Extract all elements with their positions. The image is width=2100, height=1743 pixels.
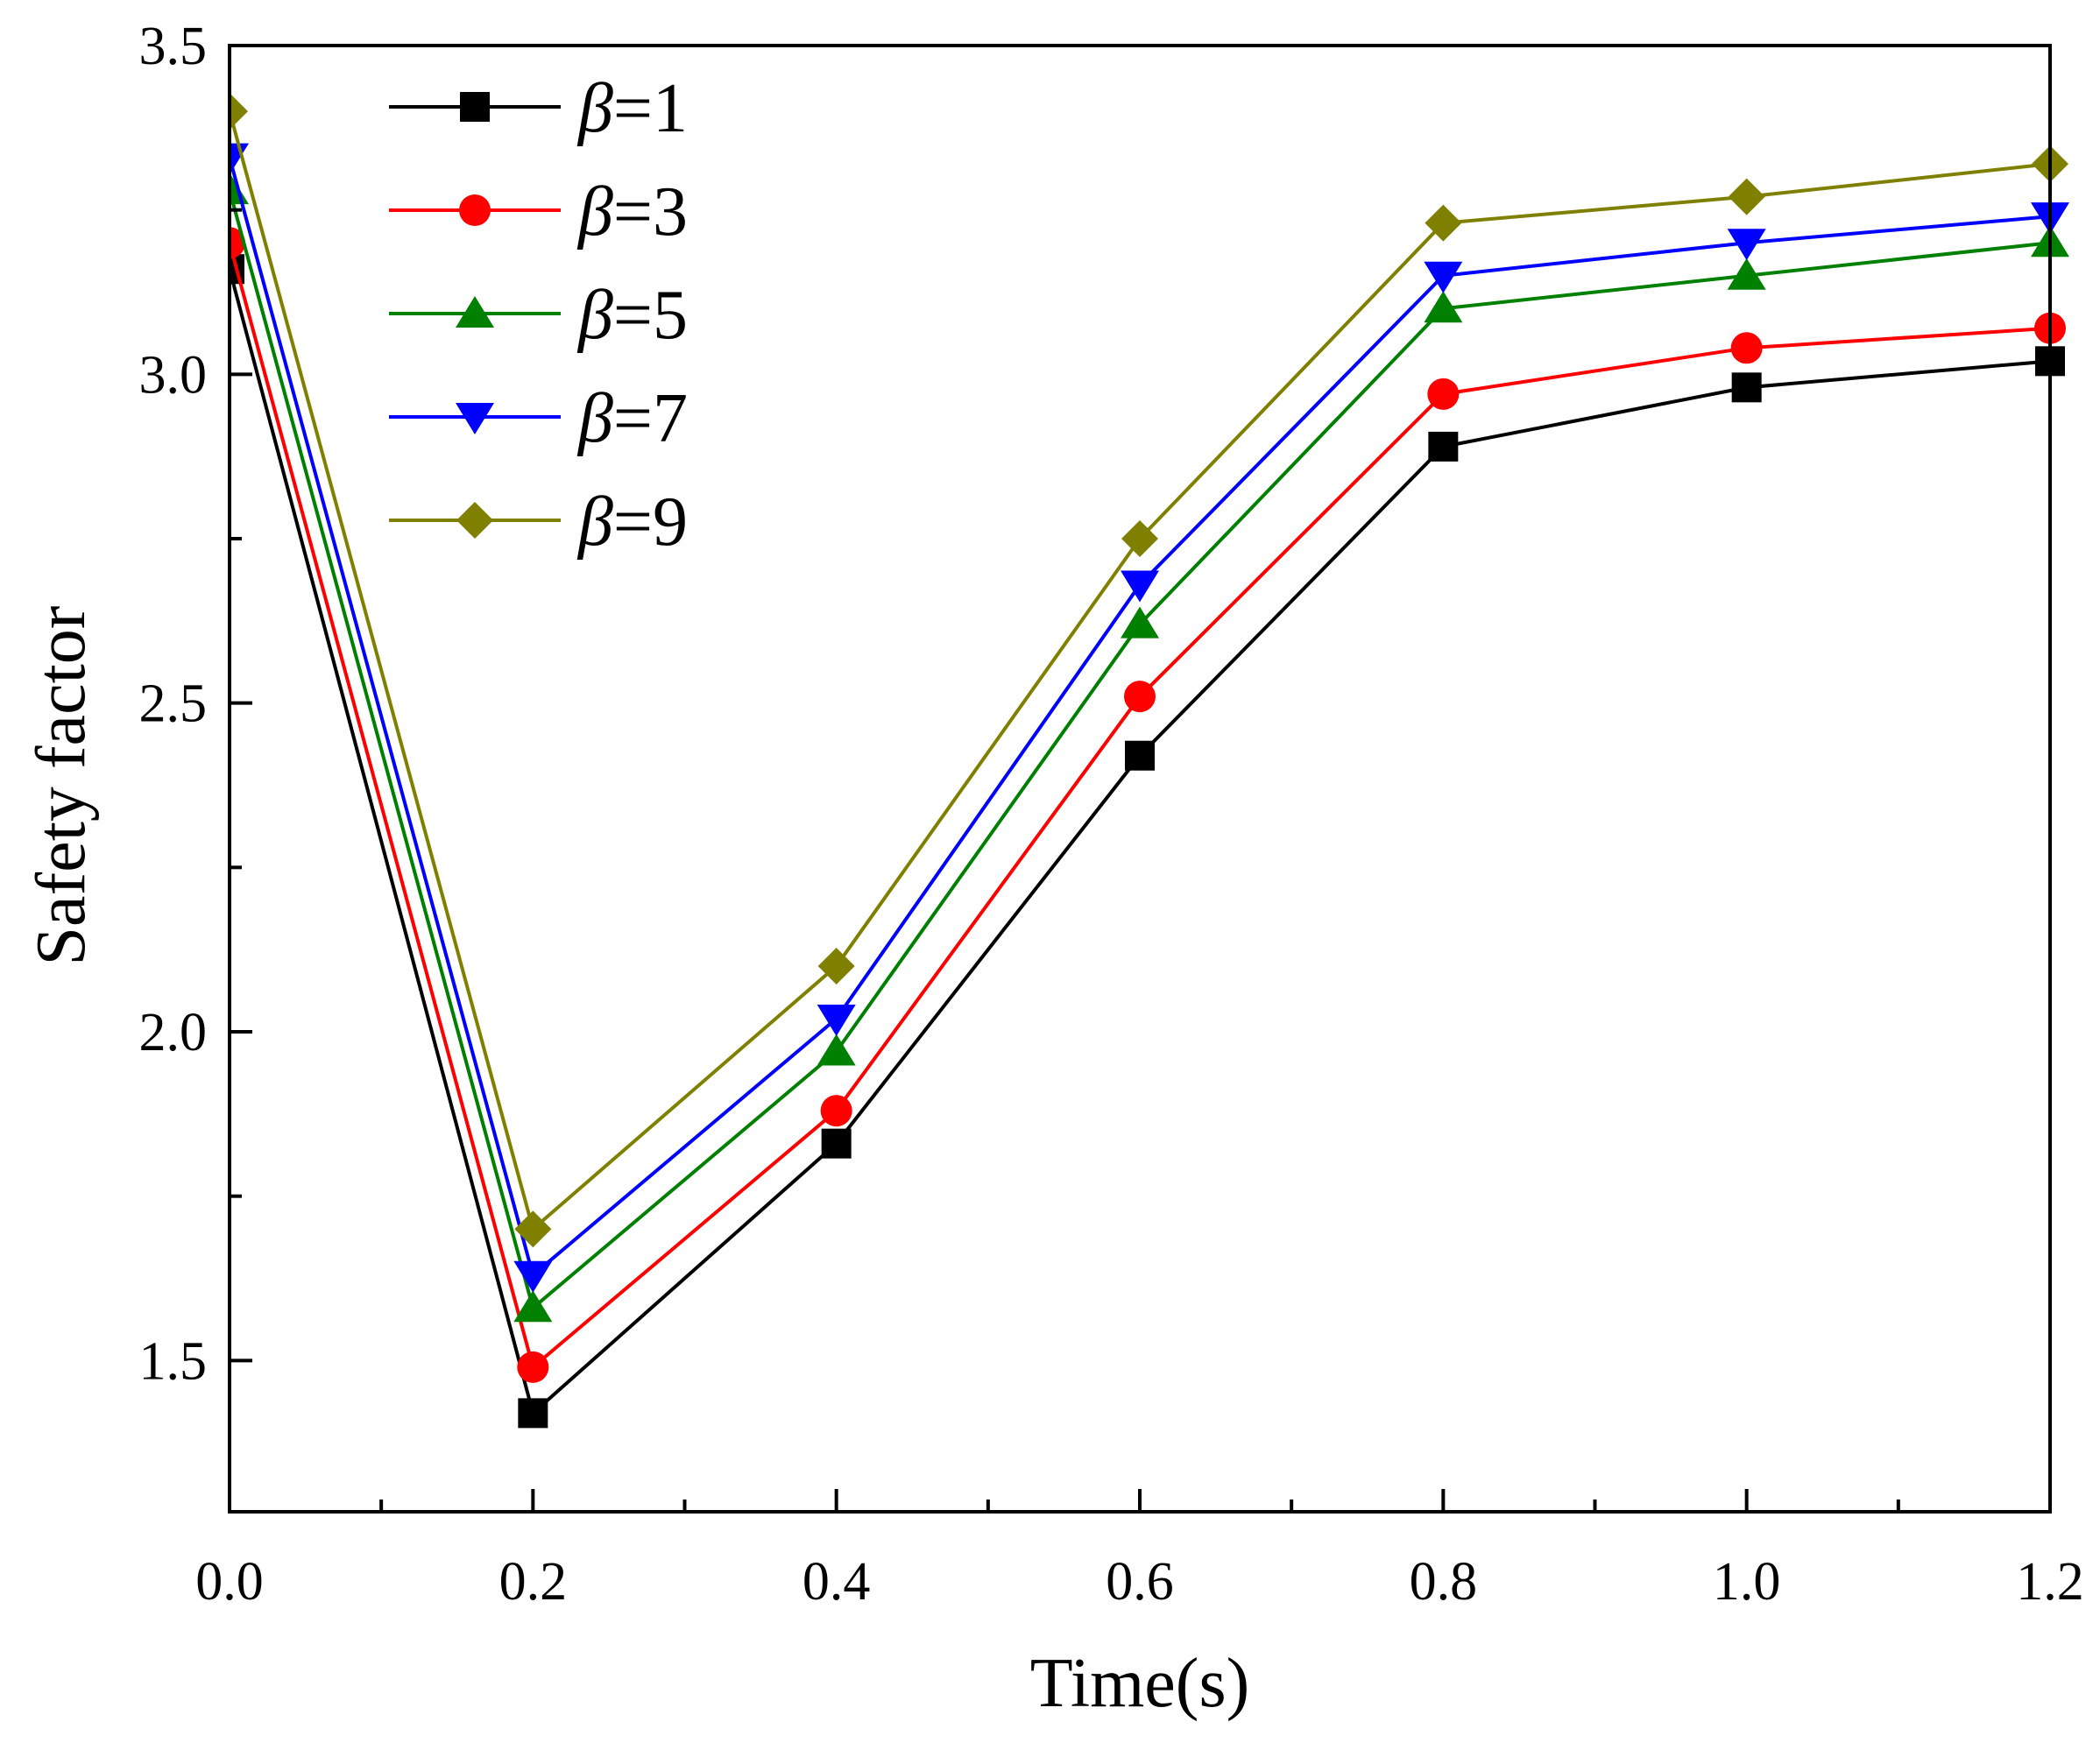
- y-tick-label: 3.0: [139, 345, 208, 405]
- data-point-marker: [1728, 178, 1765, 215]
- x-tick-label: 0.4: [803, 1552, 871, 1612]
- legend-label: β=5: [576, 277, 688, 354]
- legend-label: β=1: [576, 70, 688, 147]
- data-point-marker: [230, 143, 249, 175]
- data-point-marker: [1424, 291, 1463, 323]
- series-beta-1: [230, 254, 2065, 1429]
- data-point-marker: [513, 1260, 553, 1293]
- data-point-marker: [817, 1034, 856, 1066]
- y-tick-label: 2.5: [139, 674, 208, 734]
- x-axis-title: Time(s): [1030, 1645, 1249, 1722]
- y-tick-label: 2.0: [139, 1003, 208, 1062]
- series-line: [230, 157, 2051, 1277]
- legend-marker: [459, 194, 491, 226]
- data-point-marker: [817, 947, 855, 984]
- data-point-marker: [1424, 261, 1463, 293]
- data-point-marker: [1727, 229, 1766, 261]
- data-point-marker: [1428, 431, 1459, 462]
- data-point-marker: [1125, 740, 1155, 771]
- data-point-marker: [1427, 378, 1460, 410]
- data-point-marker: [513, 1290, 553, 1323]
- legend-marker: [456, 403, 494, 434]
- legend-label: β=7: [576, 380, 688, 457]
- x-tick-label: 1.2: [2016, 1552, 2084, 1612]
- data-point-marker: [1121, 570, 1159, 603]
- legend-label: β=9: [576, 483, 688, 561]
- series-layer: [230, 93, 2069, 1429]
- y-tick-label: 3.5: [139, 17, 208, 76]
- legend-marker: [460, 92, 490, 122]
- legend-entry: β=5: [389, 277, 688, 354]
- legend-entry: β=7: [389, 380, 688, 457]
- series-beta-3: [230, 227, 2066, 1383]
- series-line: [230, 110, 2051, 1231]
- x-tick-label: 0.6: [1106, 1552, 1174, 1612]
- data-point-marker: [1121, 606, 1159, 639]
- x-tick-label: 0.2: [499, 1552, 568, 1612]
- data-point-marker: [514, 1210, 552, 1248]
- y-axis-title: Safety factor: [23, 606, 100, 966]
- legend-entry: β=9: [389, 483, 688, 561]
- x-tick-label: 0.8: [1410, 1552, 1478, 1612]
- data-point-marker: [820, 1095, 852, 1127]
- legend: β=1 β=3 β=5 β=7 β=9: [389, 70, 688, 561]
- axis-layer: 0.0 0.2 0.4 0.6 0.8 1.0 1.2 1.5 2.0 2.5 3.0 3.5: [139, 17, 2084, 1612]
- series-beta-7: [230, 143, 2069, 1293]
- data-point-marker: [230, 93, 248, 131]
- legend-entry: β=1: [389, 70, 688, 147]
- data-point-marker: [1730, 332, 1763, 364]
- data-point-marker: [1425, 204, 1462, 242]
- legend-label: β=3: [576, 173, 688, 251]
- plot-frame: [228, 44, 2052, 1514]
- data-point-marker: [518, 1398, 548, 1429]
- x-tick-label: 1.0: [1713, 1552, 1781, 1612]
- data-point-marker: [517, 1351, 549, 1383]
- data-point-marker: [1727, 258, 1766, 290]
- series-line: [230, 268, 2051, 1415]
- legend-marker: [456, 296, 494, 328]
- data-point-marker: [1124, 681, 1156, 713]
- data-point-marker: [821, 1128, 852, 1159]
- legend-marker: [456, 502, 493, 539]
- data-point-marker: [1121, 520, 1158, 558]
- series-beta-9: [230, 93, 2068, 1248]
- data-point-marker: [817, 1004, 856, 1036]
- x-tick-label: 0.0: [195, 1552, 264, 1612]
- data-point-marker: [1731, 372, 1762, 403]
- y-tick-label: 1.5: [139, 1331, 208, 1391]
- legend-entry: β=3: [389, 173, 688, 251]
